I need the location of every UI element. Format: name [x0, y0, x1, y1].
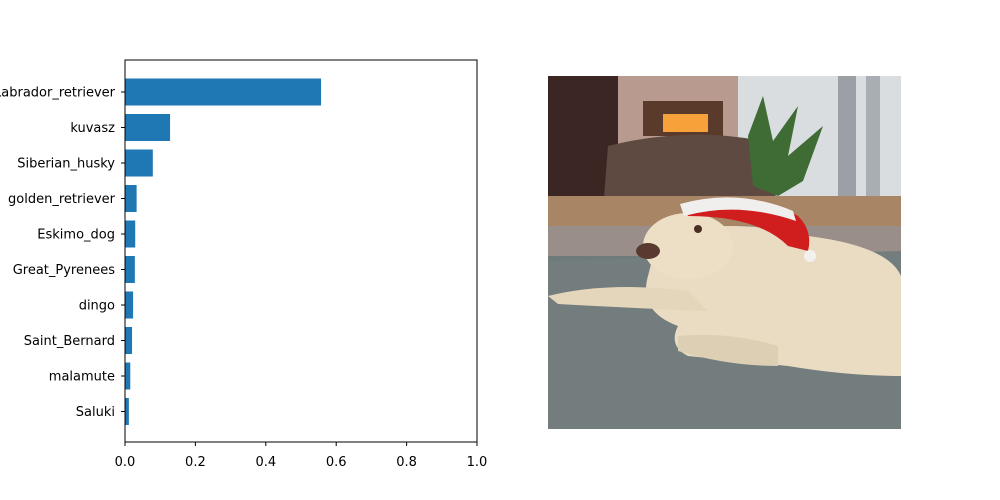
y-tick-label: Eskimo_dog — [37, 228, 115, 243]
bar-dingo — [125, 291, 134, 319]
y-tick-label: Saluki — [76, 405, 115, 420]
bar-malamute — [125, 362, 131, 390]
x-tick-label: 0.6 — [326, 455, 347, 470]
dog-photo-icon — [548, 76, 901, 429]
y-tick-label: Great_Pyrenees — [13, 263, 116, 278]
bar-Siberian_husky — [125, 149, 153, 177]
bars-group — [125, 78, 322, 425]
y-tick-label: Siberian_husky — [17, 157, 115, 172]
x-tick-label: 0.2 — [185, 455, 206, 470]
x-tick-label: 0.8 — [396, 455, 417, 470]
y-tick-label: Saint_Bernard — [24, 334, 115, 349]
bar-Labrador_retriever — [125, 78, 322, 106]
bar-Great_Pyrenees — [125, 256, 135, 283]
bar-kuvasz — [125, 114, 171, 141]
y-tick-label: Labrador_retriever — [0, 86, 116, 101]
bar-Eskimo_dog — [125, 220, 136, 248]
bar-Saint_Bernard — [125, 327, 133, 354]
bar-Saluki — [125, 398, 129, 425]
y-tick-label: dingo — [79, 299, 115, 314]
x-tick-label: 0.4 — [255, 455, 276, 470]
y-tick-label: kuvasz — [70, 121, 115, 136]
x-tick-label: 0.0 — [115, 455, 136, 470]
axes-frame — [124, 59, 478, 443]
bar-golden_retriever — [125, 185, 137, 212]
x-ticks-group: 0.0 0.2 0.4 0.6 0.8 1.0 — [115, 442, 488, 470]
x-tick-label: 1.0 — [467, 455, 488, 470]
y-tick-label: malamute — [49, 370, 115, 385]
y-tick-label: golden_retriever — [8, 192, 116, 207]
